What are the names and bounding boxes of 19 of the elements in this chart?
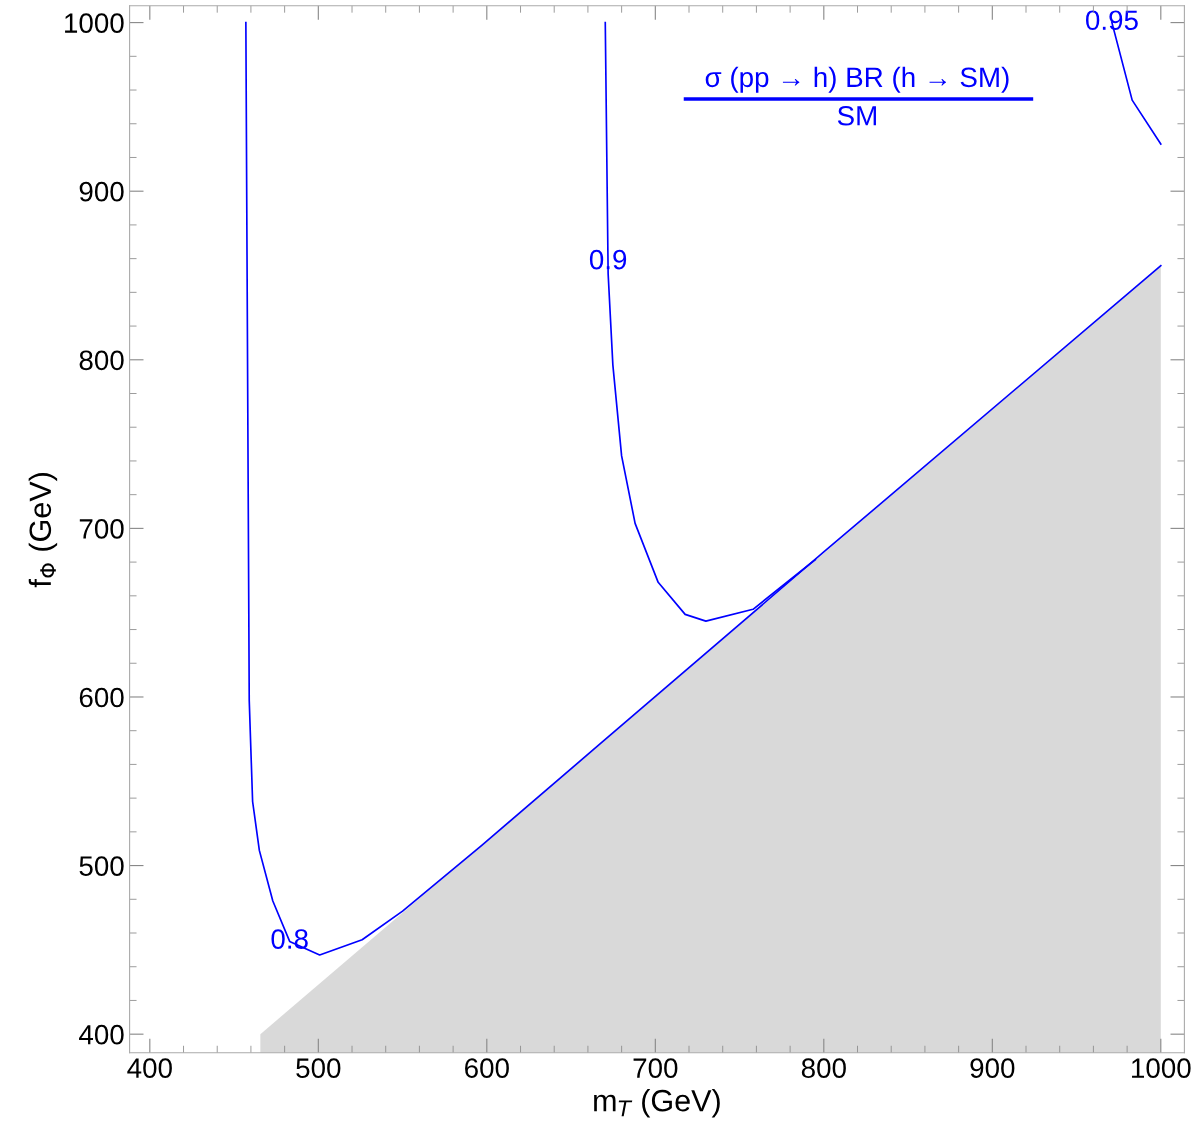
annotation: 0.95 [1086, 10, 1138, 31]
y-tick-label: 1000 [65, 13, 124, 33]
y-tick-label: 500 [79, 856, 124, 876]
x-tick-label: 800 [801, 1058, 846, 1078]
x-tick-label: 1000 [1132, 1058, 1191, 1078]
x-axis-title: m$_{T}$ (GeV) [594, 1089, 720, 1118]
x-tick-label: 600 [465, 1058, 509, 1078]
x-tick-label: 400 [127, 1058, 172, 1078]
annotation: SM [837, 105, 876, 126]
x-tick-label: 700 [633, 1058, 678, 1078]
y-tick-label: 700 [79, 519, 124, 539]
annotation: σ (pp → h) BR (h → SM) [705, 66, 1009, 93]
x-tick-label: 500 [296, 1058, 341, 1078]
y-tick-label: 900 [79, 181, 124, 202]
x-tick-label: 900 [970, 1058, 1015, 1078]
y-axis-title: f$_{Φ}$ (GeV) [28, 473, 58, 588]
y-tick-label: 400 [79, 1024, 124, 1045]
y-tick-label: 800 [79, 350, 124, 371]
y-tick-label: 600 [79, 687, 124, 708]
